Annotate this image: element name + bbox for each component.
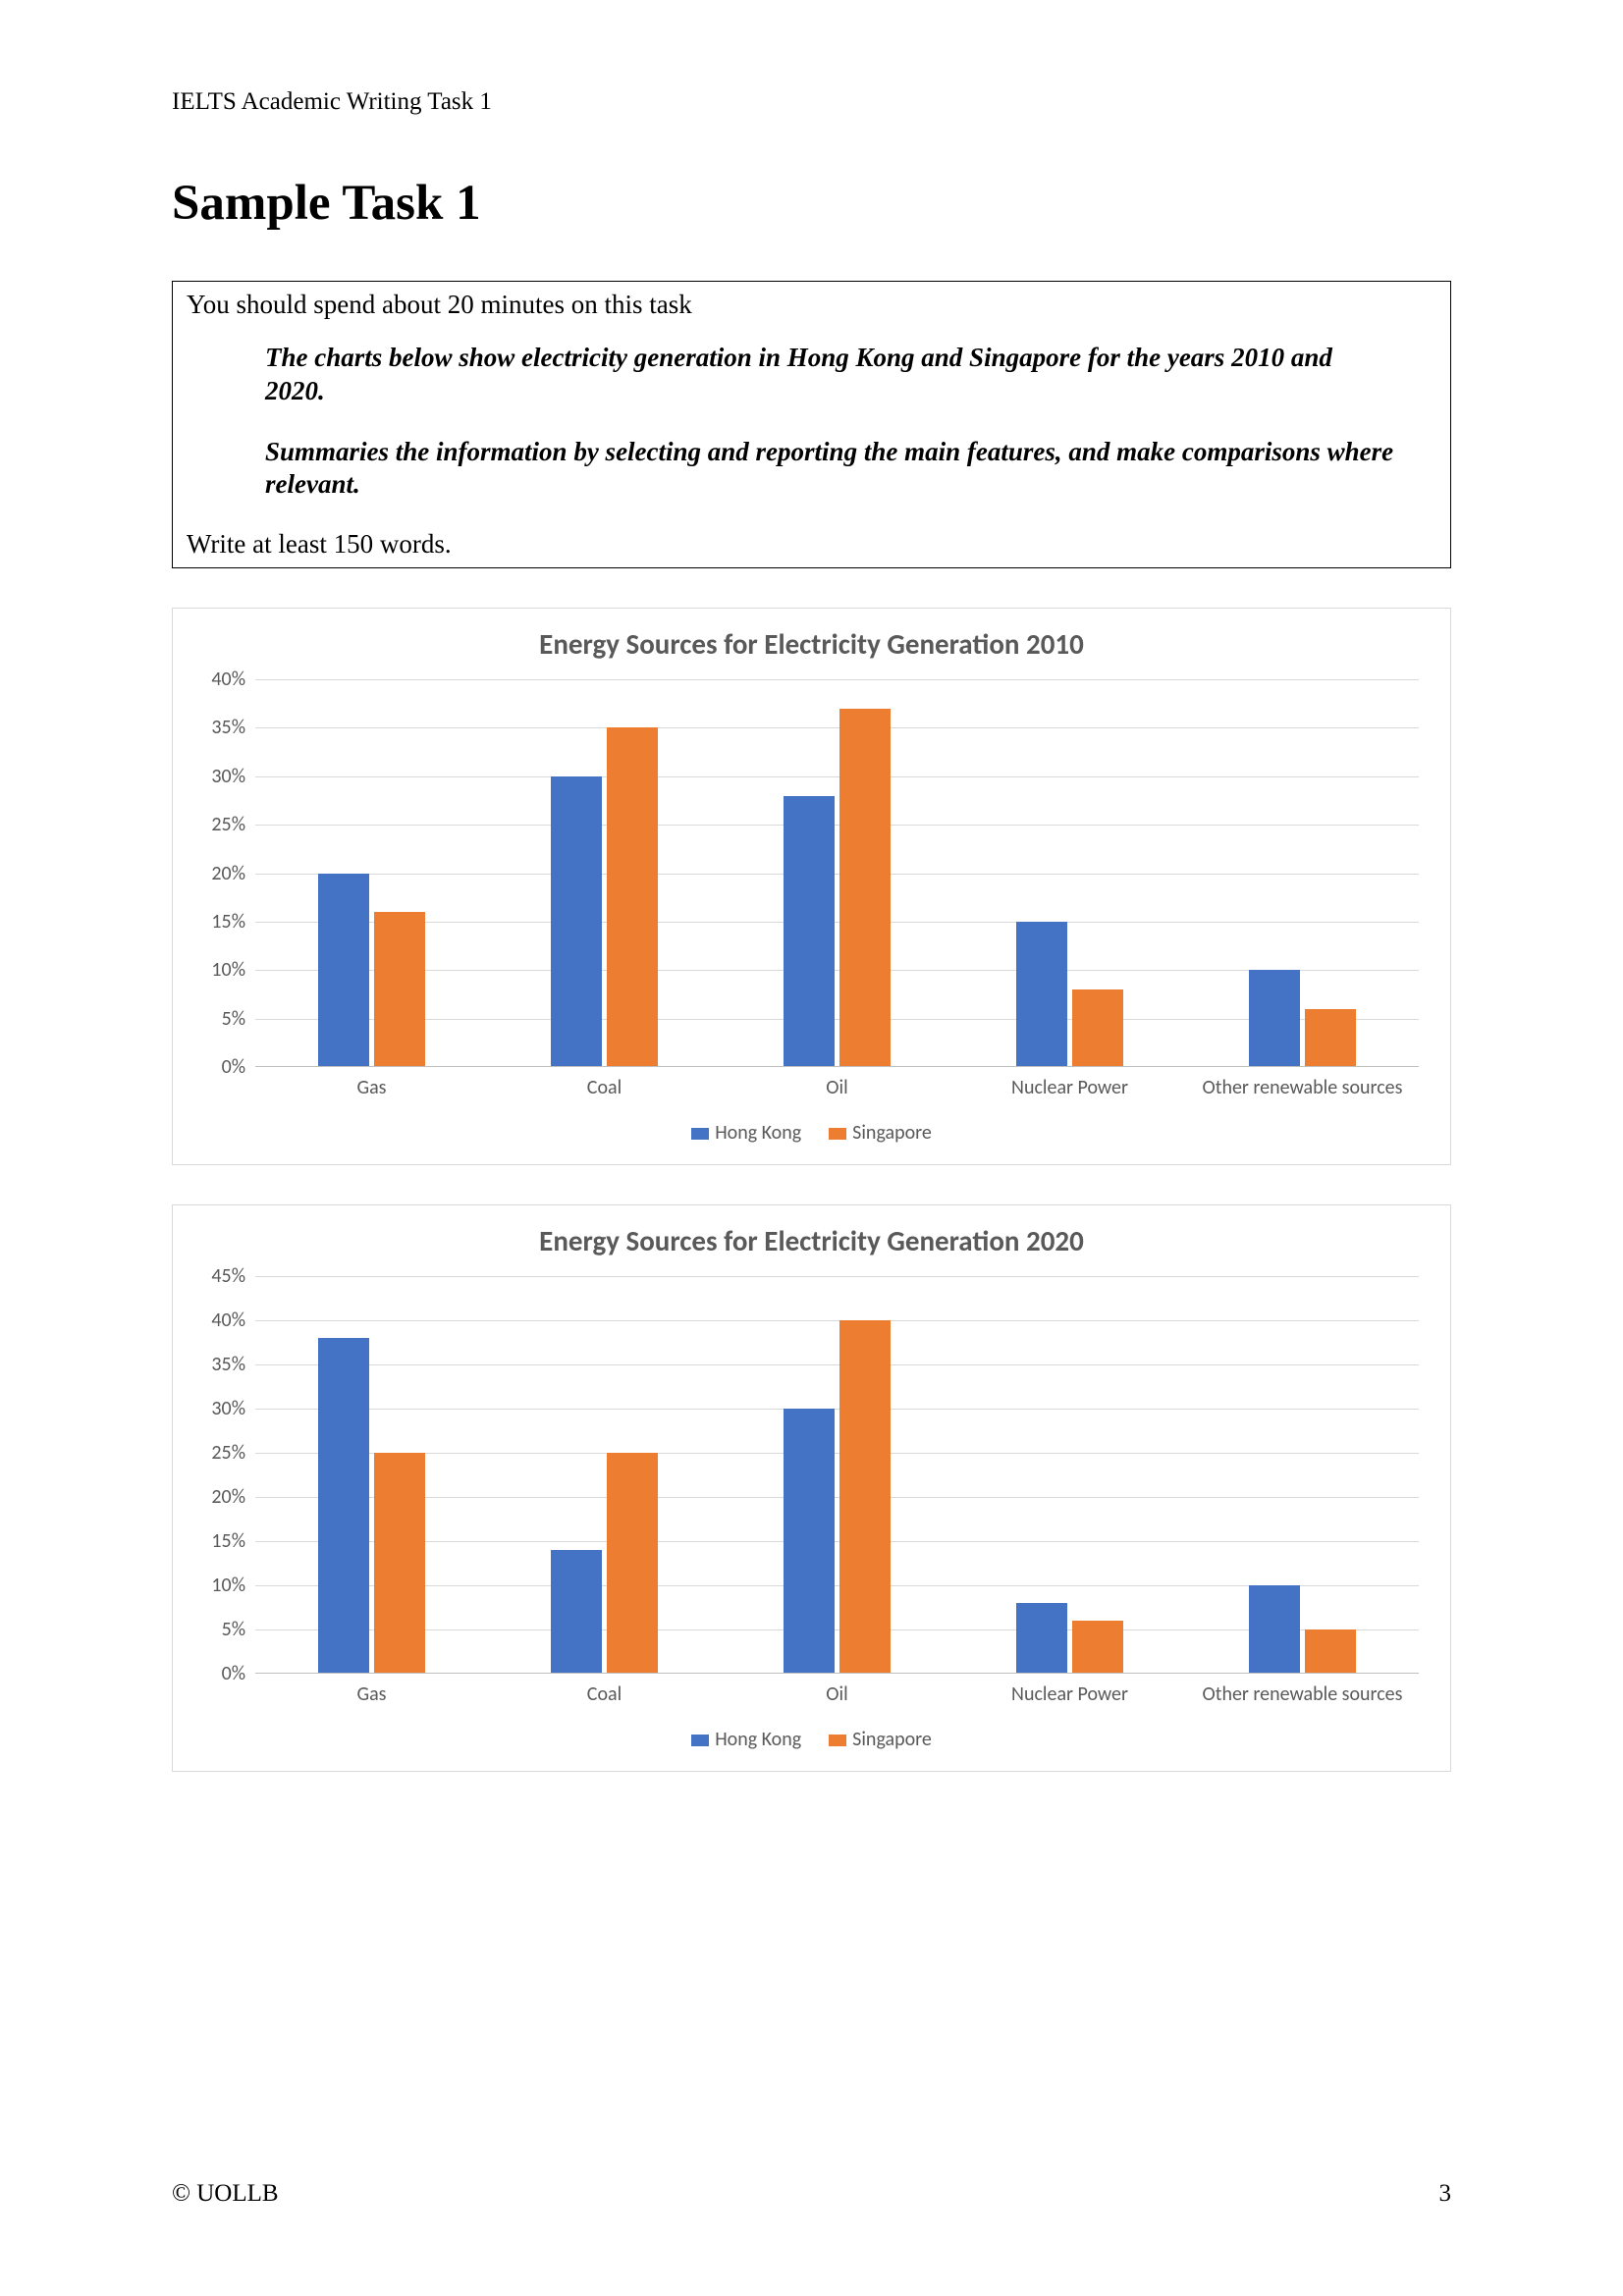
chart-bar xyxy=(607,727,658,1067)
chart-bar xyxy=(784,1409,835,1674)
chart-bar xyxy=(1016,922,1067,1067)
x-tick-label: Oil xyxy=(721,1683,953,1706)
y-tick-label: 30% xyxy=(211,1397,255,1420)
x-tick-label: Nuclear Power xyxy=(953,1077,1186,1099)
legend-item: Hong Kong xyxy=(691,1121,801,1145)
y-tick-label: 35% xyxy=(211,716,255,739)
chart-grid: 0%5%10%15%20%25%30%35%40% xyxy=(255,679,1419,1067)
x-labels: GasCoalOilNuclear PowerOther renewable s… xyxy=(255,1683,1419,1706)
doc-header: IELTS Academic Writing Task 1 xyxy=(172,88,1451,116)
chart-title: Energy Sources for Electricity Generatio… xyxy=(194,1223,1429,1258)
chart-grid: 0%5%10%15%20%25%30%35%40%45% xyxy=(255,1276,1419,1674)
x-tick-label: Oil xyxy=(721,1077,953,1099)
y-tick-label: 5% xyxy=(222,1007,255,1031)
chart-bar xyxy=(1249,970,1300,1067)
y-tick-label: 30% xyxy=(211,765,255,788)
x-tick-label: Other renewable sources xyxy=(1186,1077,1419,1099)
legend-swatch xyxy=(691,1735,709,1746)
y-tick-label: 0% xyxy=(222,1055,255,1079)
legend-item: Hong Kong xyxy=(691,1728,801,1751)
chart-plot: 0%5%10%15%20%25%30%35%40% GasCoalOilNucle… xyxy=(255,679,1419,1099)
chart-bar xyxy=(1072,1621,1123,1674)
x-labels: GasCoalOilNuclear PowerOther renewable s… xyxy=(255,1077,1419,1099)
footer: © UOLLB 3 xyxy=(172,2180,1451,2208)
bars-layer xyxy=(255,1276,1419,1674)
y-tick-label: 45% xyxy=(211,1264,255,1288)
x-axis-line xyxy=(255,1066,1419,1067)
y-tick-label: 15% xyxy=(211,910,255,934)
y-tick-label: 10% xyxy=(211,1574,255,1597)
x-tick-label: Other renewable sources xyxy=(1186,1683,1419,1706)
chart-bar xyxy=(1249,1585,1300,1674)
y-tick-label: 40% xyxy=(211,1308,255,1332)
y-tick-label: 35% xyxy=(211,1353,255,1376)
y-tick-label: 10% xyxy=(211,958,255,982)
y-tick-label: 25% xyxy=(211,813,255,836)
y-tick-label: 40% xyxy=(211,667,255,691)
task-outro: Write at least 150 words. xyxy=(187,529,1436,560)
chart-legend: Hong Kong Singapore xyxy=(194,1121,1429,1145)
legend-label: Singapore xyxy=(852,1121,932,1145)
legend-swatch xyxy=(691,1128,709,1140)
charts-container: Energy Sources for Electricity Generatio… xyxy=(172,608,1451,1772)
task-box: You should spend about 20 minutes on thi… xyxy=(172,281,1451,568)
chart-legend: Hong Kong Singapore xyxy=(194,1728,1429,1751)
chart-1: Energy Sources for Electricity Generatio… xyxy=(172,608,1451,1165)
bars-layer xyxy=(255,679,1419,1067)
chart-plot: 0%5%10%15%20%25%30%35%40%45% GasCoalOilNu… xyxy=(255,1276,1419,1706)
legend-swatch xyxy=(829,1128,846,1140)
chart-bar xyxy=(374,1453,425,1674)
chart-bar xyxy=(607,1453,658,1674)
x-tick-label: Gas xyxy=(255,1683,488,1706)
legend-label: Hong Kong xyxy=(715,1728,801,1751)
chart-bar xyxy=(318,874,369,1068)
chart-bar xyxy=(1016,1603,1067,1674)
chart-bar xyxy=(318,1338,369,1674)
y-tick-label: 20% xyxy=(211,1485,255,1509)
chart-bar xyxy=(1305,1009,1356,1067)
task-prompt-1: The charts below show electricity genera… xyxy=(187,342,1436,408)
chart-title: Energy Sources for Electricity Generatio… xyxy=(194,626,1429,662)
chart-bar xyxy=(374,912,425,1067)
y-tick-label: 15% xyxy=(211,1529,255,1553)
legend-item: Singapore xyxy=(829,1121,932,1145)
y-tick-label: 5% xyxy=(222,1618,255,1641)
page-number: 3 xyxy=(1439,2180,1452,2208)
y-tick-label: 0% xyxy=(222,1662,255,1685)
chart-bar xyxy=(1072,989,1123,1067)
x-tick-label: Coal xyxy=(488,1077,721,1099)
chart-bar xyxy=(551,1550,602,1674)
task-intro: You should spend about 20 minutes on thi… xyxy=(187,290,1436,320)
copyright: © UOLLB xyxy=(172,2180,279,2207)
legend-label: Hong Kong xyxy=(715,1121,801,1145)
chart-bar xyxy=(551,776,602,1067)
legend-swatch xyxy=(829,1735,846,1746)
task-prompt-2: Summaries the information by selecting a… xyxy=(187,436,1436,503)
chart-bar xyxy=(1305,1629,1356,1674)
y-tick-label: 20% xyxy=(211,862,255,885)
chart-2: Energy Sources for Electricity Generatio… xyxy=(172,1204,1451,1772)
chart-bar xyxy=(839,1320,891,1674)
legend-item: Singapore xyxy=(829,1728,932,1751)
x-tick-label: Coal xyxy=(488,1683,721,1706)
legend-label: Singapore xyxy=(852,1728,932,1751)
x-axis-line xyxy=(255,1673,1419,1674)
chart-bar xyxy=(784,796,835,1068)
x-tick-label: Nuclear Power xyxy=(953,1683,1186,1706)
page-title: Sample Task 1 xyxy=(172,175,1451,232)
x-tick-label: Gas xyxy=(255,1077,488,1099)
y-tick-label: 25% xyxy=(211,1441,255,1465)
chart-bar xyxy=(839,709,891,1067)
